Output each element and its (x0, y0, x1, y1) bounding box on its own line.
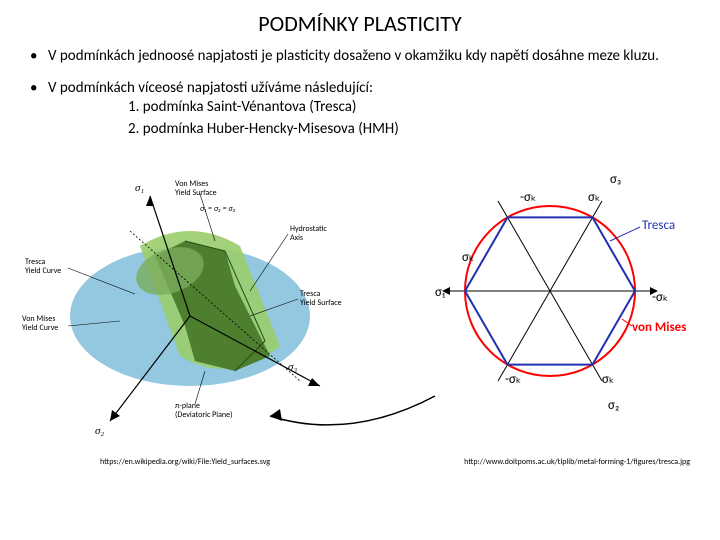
eq-label: σ₁ = σ₂ = σ₃ (200, 204, 236, 214)
nsigK-t: -σₖ (520, 190, 536, 205)
bullet-1: V podmínkách jednoosé napjatosti je plas… (30, 47, 690, 67)
credit-right: http://www.doitpoms.ac.uk/tlplib/metal-f… (464, 457, 690, 467)
arrow-head (270, 409, 282, 421)
vm-surface-label: Von MisesYield Surface (175, 179, 217, 198)
vonmises-label: von Mises (632, 320, 686, 335)
arrowhead-2 (110, 410, 120, 421)
tresca-curve-label: TrescaYield Curve (25, 257, 61, 276)
bullet-2-text: V podmínkách víceosé napjatosti užíváme … (48, 79, 373, 97)
sublist: 1. podmínka Saint-Vénantova (Tresca) 2. … (48, 98, 690, 139)
sigK-br: σₖ (602, 372, 614, 387)
sub-2: 2. podmínka Huber-Hencky-Misesova (HMH) (128, 120, 690, 140)
page-title: PODMÍNKY PLASTICITY (0, 0, 720, 47)
sigK-tl: σₖ (462, 250, 474, 265)
arrowhead-3 (308, 378, 320, 386)
bullet-2: V podmínkách víceosé napjatosti užíváme … (30, 79, 690, 140)
connector-arrow (260, 391, 440, 441)
sigma2-label: σ₂ (95, 425, 104, 436)
tresca-mises-2d: σ₁ σ₃ σ₂ σₖ -σₖ σₖ -σₖ σₖ -σₖ Tresca von… (410, 161, 690, 421)
hydro-label: HydrostaticAxis (290, 224, 327, 243)
sigma3-2d: σ₃ (610, 172, 621, 187)
sigma1-label: σ₁ (135, 182, 144, 194)
sigma1-2d: σ₁ (435, 285, 446, 300)
piplane-label: π-plane(Deviatoric Plane) (175, 401, 233, 420)
sub-1: 1. podmínka Saint-Vénantova (Tresca) (128, 98, 690, 118)
sigK-tr: σₖ (588, 190, 600, 205)
sigma2-2d: σ₂ (608, 398, 619, 413)
arrow-curve (270, 396, 435, 425)
tresca-surface-label: TrescaYield Surface (300, 289, 342, 308)
nsigK-bl: -σₖ (505, 372, 521, 387)
bullet-list: V podmínkách jednoosé napjatosti je plas… (0, 47, 720, 139)
figures-area: σ₁ σ₂ σ₃ Von MisesYield Surface σ₁ = σ₂ … (0, 151, 720, 471)
tresca-label: Tresca (642, 218, 675, 233)
tresca-leader (610, 227, 640, 241)
credit-left: https://en.wikipedia.org/wiki/File:Yield… (100, 457, 270, 467)
arrowhead-1 (146, 196, 154, 206)
vm-curve-label: Von MisesYield Curve (22, 314, 58, 333)
